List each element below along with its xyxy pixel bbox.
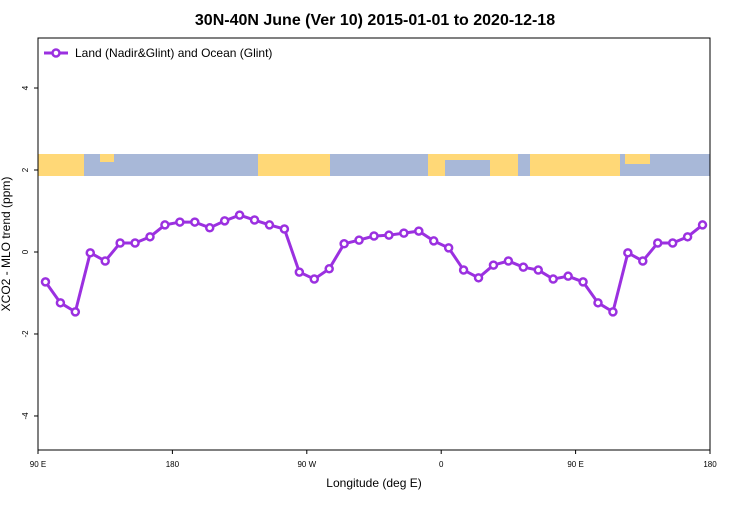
- x-tick-label: 90 W: [297, 460, 316, 469]
- land: [258, 154, 330, 176]
- data-point: [399, 228, 409, 238]
- data-point: [443, 243, 454, 253]
- data-point: [414, 226, 424, 236]
- x-axis-label: Longitude (deg E): [326, 476, 421, 490]
- data-point: [503, 256, 514, 266]
- map-strip: [38, 154, 710, 176]
- data-point: [608, 307, 618, 317]
- land: [625, 154, 650, 164]
- x-tick-label: 90 E: [567, 460, 583, 469]
- data-point: [309, 274, 320, 284]
- data-point: [264, 220, 275, 230]
- data-point: [324, 264, 334, 274]
- data-point: [682, 232, 693, 242]
- x-tick-label: 0: [439, 460, 444, 469]
- data-point: [339, 239, 349, 249]
- data-point: [652, 238, 663, 248]
- land: [100, 154, 114, 162]
- data-point: [623, 248, 633, 258]
- data-point: [518, 262, 529, 272]
- data-point: [279, 224, 290, 234]
- chart-title: 30N-40N June (Ver 10) 2015-01-01 to 2020…: [195, 12, 555, 29]
- data-point: [428, 236, 439, 246]
- data-point: [85, 248, 96, 258]
- y-tick-label: -4: [21, 412, 30, 420]
- data-point: [40, 277, 51, 287]
- data-point: [638, 256, 648, 266]
- data-point: [667, 238, 678, 248]
- data-point: [175, 217, 185, 227]
- data-point: [294, 267, 305, 277]
- y-tick-label: -2: [21, 330, 30, 338]
- data-point: [458, 265, 469, 275]
- data-point: [234, 210, 245, 220]
- y-tick-label: 2: [21, 167, 30, 172]
- x-tick-label: 180: [166, 460, 180, 469]
- plot-frame: [37, 37, 711, 451]
- data-point: [100, 256, 110, 266]
- data-point: [130, 238, 140, 248]
- x-tick-label: 180: [703, 460, 717, 469]
- data-point: [593, 298, 603, 308]
- data-point: [369, 231, 379, 241]
- data-point: [115, 238, 125, 248]
- data-point: [533, 265, 544, 275]
- y-axis-label: XCO2 - MLO trend (ppm): [0, 177, 13, 312]
- land: [38, 154, 84, 176]
- data-point: [384, 230, 394, 240]
- data-point: [219, 216, 230, 226]
- data-point: [578, 277, 588, 287]
- legend-label: Land (Nadir&Glint) and Ocean (Glint): [75, 46, 272, 60]
- y-tick-label: 0: [21, 249, 30, 254]
- data-point: [70, 307, 81, 317]
- sea: [445, 160, 490, 176]
- legend-marker: [51, 48, 61, 58]
- data-point: [160, 220, 170, 230]
- x-tick-label: 90 E: [30, 460, 46, 469]
- data-point: [145, 232, 155, 242]
- y-tick-label: 4: [21, 85, 30, 90]
- data-point: [548, 274, 558, 284]
- data-point: [55, 298, 66, 308]
- data-point: [488, 260, 499, 270]
- data-point: [473, 273, 484, 283]
- data-point: [204, 223, 215, 233]
- data-point: [190, 217, 200, 227]
- data-point: [354, 235, 364, 245]
- data-point: [249, 215, 260, 225]
- data-point: [563, 271, 573, 281]
- land: [530, 154, 620, 176]
- data-point: [697, 220, 708, 230]
